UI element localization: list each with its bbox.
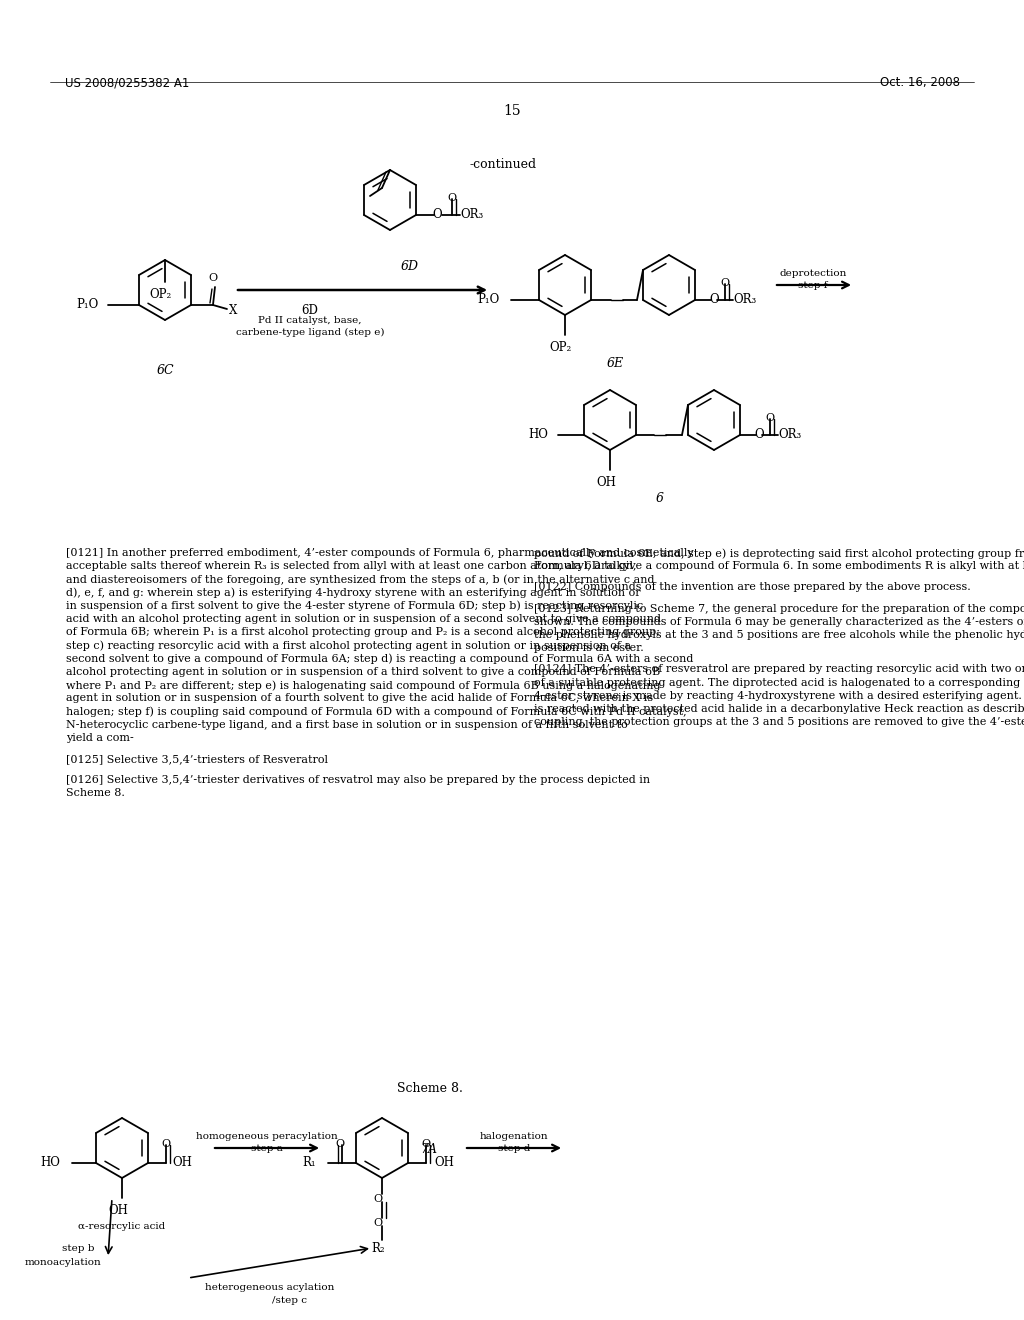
Text: shown. The compounds of Formula 6 may be generally characterized as the 4’-ester: shown. The compounds of Formula 6 may be… (534, 616, 1024, 627)
Text: second solvent to give a compound of Formula 6A; step d) is reacting a compound : second solvent to give a compound of For… (66, 653, 693, 664)
Text: O: O (721, 279, 729, 288)
Text: acid with an alcohol protecting agent in solution or in suspension of a second s: acid with an alcohol protecting agent in… (66, 614, 662, 624)
Text: O: O (709, 293, 719, 306)
Text: 7A: 7A (420, 1143, 437, 1156)
Text: Pd II catalyst, base,: Pd II catalyst, base, (258, 315, 361, 325)
Text: 6D: 6D (301, 304, 318, 317)
Text: position is an ester.: position is an ester. (534, 643, 644, 653)
Text: O: O (422, 1139, 430, 1148)
Text: of a suitable protecting agent. The diprotected acid is halogenated to a corresp: of a suitable protecting agent. The dipr… (534, 677, 1024, 688)
Text: step d: step d (498, 1144, 530, 1152)
Text: [0125] Selective 3,5,4’-triesters of Resveratrol: [0125] Selective 3,5,4’-triesters of Res… (66, 754, 328, 764)
Text: 6C: 6C (157, 364, 174, 378)
Text: /step c: /step c (272, 1296, 307, 1305)
Text: OH: OH (109, 1204, 128, 1217)
Text: deprotection: deprotection (779, 269, 847, 279)
Text: where P₁ and P₂ are different; step e) is halogenating said compound of Formula : where P₁ and P₂ are different; step e) i… (66, 680, 660, 690)
Text: and diastereoisomers of the foregoing, are synthesized from the steps of a, b (o: and diastereoisomers of the foregoing, a… (66, 574, 654, 585)
Text: O: O (336, 1139, 345, 1148)
Text: O: O (447, 193, 457, 203)
Text: carbene-type ligand (step e): carbene-type ligand (step e) (236, 327, 384, 337)
Text: α-resorcylic acid: α-resorcylic acid (79, 1222, 166, 1232)
Text: US 2008/0255382 A1: US 2008/0255382 A1 (65, 77, 189, 88)
Text: step f: step f (799, 281, 827, 290)
Text: O: O (374, 1195, 383, 1204)
Text: O: O (765, 413, 774, 422)
Text: OP₂: OP₂ (150, 288, 172, 301)
Text: 15: 15 (503, 104, 521, 117)
Text: HO: HO (40, 1156, 59, 1170)
Text: step a: step a (251, 1144, 283, 1152)
Text: OH: OH (172, 1156, 191, 1170)
Text: O: O (374, 1218, 383, 1228)
Text: [0122] Compounds of the invention are those prepared by the above process.: [0122] Compounds of the invention are th… (534, 582, 971, 593)
Text: 4-ester styrene is made by reacting 4-hydroxystyrene with a desired esterifying : 4-ester styrene is made by reacting 4-hy… (534, 690, 1024, 701)
Text: Oct. 16, 2008: Oct. 16, 2008 (880, 77, 961, 88)
Text: halogen; step f) is coupling said compound of Formula 6D with a compound of Form: halogen; step f) is coupling said compou… (66, 706, 687, 717)
Text: is reacted with the protected acid halide in a decarbonylative Heck reaction as : is reacted with the protected acid halid… (534, 704, 1024, 714)
Text: X: X (229, 304, 238, 317)
Text: O: O (754, 428, 764, 441)
Text: N-heterocyclic carbene-type ligand, and a first base in solution or in suspensio: N-heterocyclic carbene-type ligand, and … (66, 719, 628, 730)
Text: R₂: R₂ (371, 1242, 385, 1255)
Text: halogenation: halogenation (479, 1133, 548, 1140)
Text: acceptable salts thereof wherein R₃ is selected from allyl with at least one car: acceptable salts thereof wherein R₃ is s… (66, 561, 637, 572)
Text: O: O (162, 1139, 171, 1148)
Text: [0123] Returning to Scheme 7, the general procedure for the preparation of the c: [0123] Returning to Scheme 7, the genera… (534, 603, 1024, 614)
Text: homogeneous peracylation: homogeneous peracylation (197, 1133, 338, 1140)
Text: R₁: R₁ (302, 1156, 315, 1170)
Text: 6E: 6E (606, 356, 624, 370)
Text: OR₃: OR₃ (733, 293, 756, 306)
Text: P₁O: P₁O (76, 298, 98, 312)
Text: Scheme 8.: Scheme 8. (397, 1082, 463, 1096)
Text: monoacylation: monoacylation (25, 1258, 101, 1267)
Text: OP₂: OP₂ (550, 341, 572, 354)
Text: O: O (209, 273, 217, 282)
Text: 6: 6 (656, 492, 664, 506)
Text: [0126] Selective 3,5,4’-triester derivatives of resvatrol may also be prepared b: [0126] Selective 3,5,4’-triester derivat… (66, 775, 650, 785)
Text: pound of Formula 6E; and, step e) is deprotecting said first alcohol protecting : pound of Formula 6E; and, step e) is dep… (534, 548, 1024, 558)
Text: 6D: 6D (401, 260, 419, 273)
Text: Formula 6D to give a compound of Formula 6. In some embodiments R is alkyl with : Formula 6D to give a compound of Formula… (534, 561, 1024, 572)
Text: OR₃: OR₃ (778, 428, 801, 441)
Text: agent in solution or in suspension of a fourth solvent to give the acid halide o: agent in solution or in suspension of a … (66, 693, 653, 704)
Text: -continued: -continued (470, 158, 538, 172)
Text: step c) reacting resorcylic acid with a first alcohol protecting agent in soluti: step c) reacting resorcylic acid with a … (66, 640, 631, 651)
Text: HO: HO (528, 428, 548, 441)
Text: heterogeneous acylation: heterogeneous acylation (206, 1283, 335, 1292)
Text: OH: OH (434, 1156, 454, 1170)
Text: d), e, f, and g: wherein step a) is esterifying 4-hydroxy styrene with an esteri: d), e, f, and g: wherein step a) is este… (66, 587, 641, 598)
Text: step b: step b (61, 1243, 94, 1253)
Text: [0124] The 4’-esters of resveratrol are prepared by reacting resorcylic acid wit: [0124] The 4’-esters of resveratrol are … (534, 664, 1024, 675)
Text: P₁O: P₁O (477, 293, 500, 306)
Text: in suspension of a first solvent to give the 4-ester styrene of Formula 6D; step: in suspension of a first solvent to give… (66, 601, 643, 611)
Text: [0121] In another preferred embodiment, 4’-ester compounds of Formula 6, pharmac: [0121] In another preferred embodiment, … (66, 548, 693, 558)
Text: OH: OH (596, 477, 616, 488)
Text: Scheme 8.: Scheme 8. (66, 788, 125, 799)
Text: coupling, the protection groups at the 3 and 5 positions are removed to give the: coupling, the protection groups at the 3… (534, 717, 1024, 727)
Text: O: O (432, 209, 441, 220)
Text: the phenolic hydroxyls at the 3 and 5 positions are free alcohols while the phen: the phenolic hydroxyls at the 3 and 5 po… (534, 630, 1024, 640)
Text: of Formula 6B; wherein P₁ is a first alcohol protecting group and P₂ is a second: of Formula 6B; wherein P₁ is a first alc… (66, 627, 660, 638)
Text: alcohol protecting agent in solution or in suspension of a third solvent to give: alcohol protecting agent in solution or … (66, 667, 660, 677)
Text: yield a com-: yield a com- (66, 733, 134, 743)
Text: OR₃: OR₃ (460, 209, 483, 220)
